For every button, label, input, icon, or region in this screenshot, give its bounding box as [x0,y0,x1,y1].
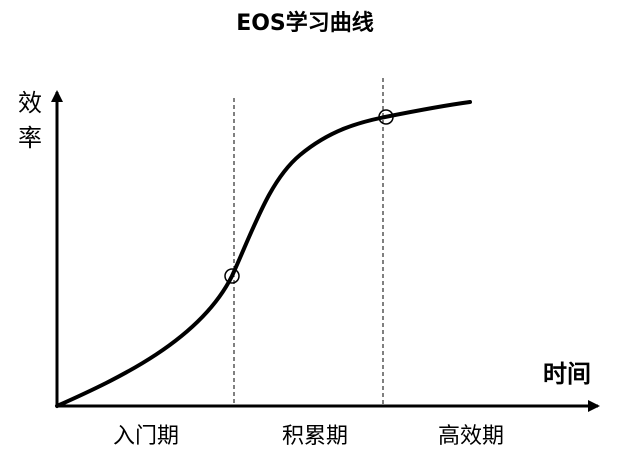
transition-point-1 [224,268,240,284]
y-axis-label: 效 率 [18,89,50,152]
y-axis-label-char-2: 率 [18,124,42,152]
phase-label-efficient: 高效期 [438,424,504,449]
diagram-title: EOS学习曲线 [236,10,374,36]
phase-label-beginner: 入门期 [113,424,179,449]
x-axis-label: 时间 [543,360,591,388]
learning-curve [55,100,472,408]
y-axis-label-char-1: 效 [18,89,42,117]
phase-label-accumulation: 积累期 [282,424,348,449]
transition-point-2 [378,109,394,125]
